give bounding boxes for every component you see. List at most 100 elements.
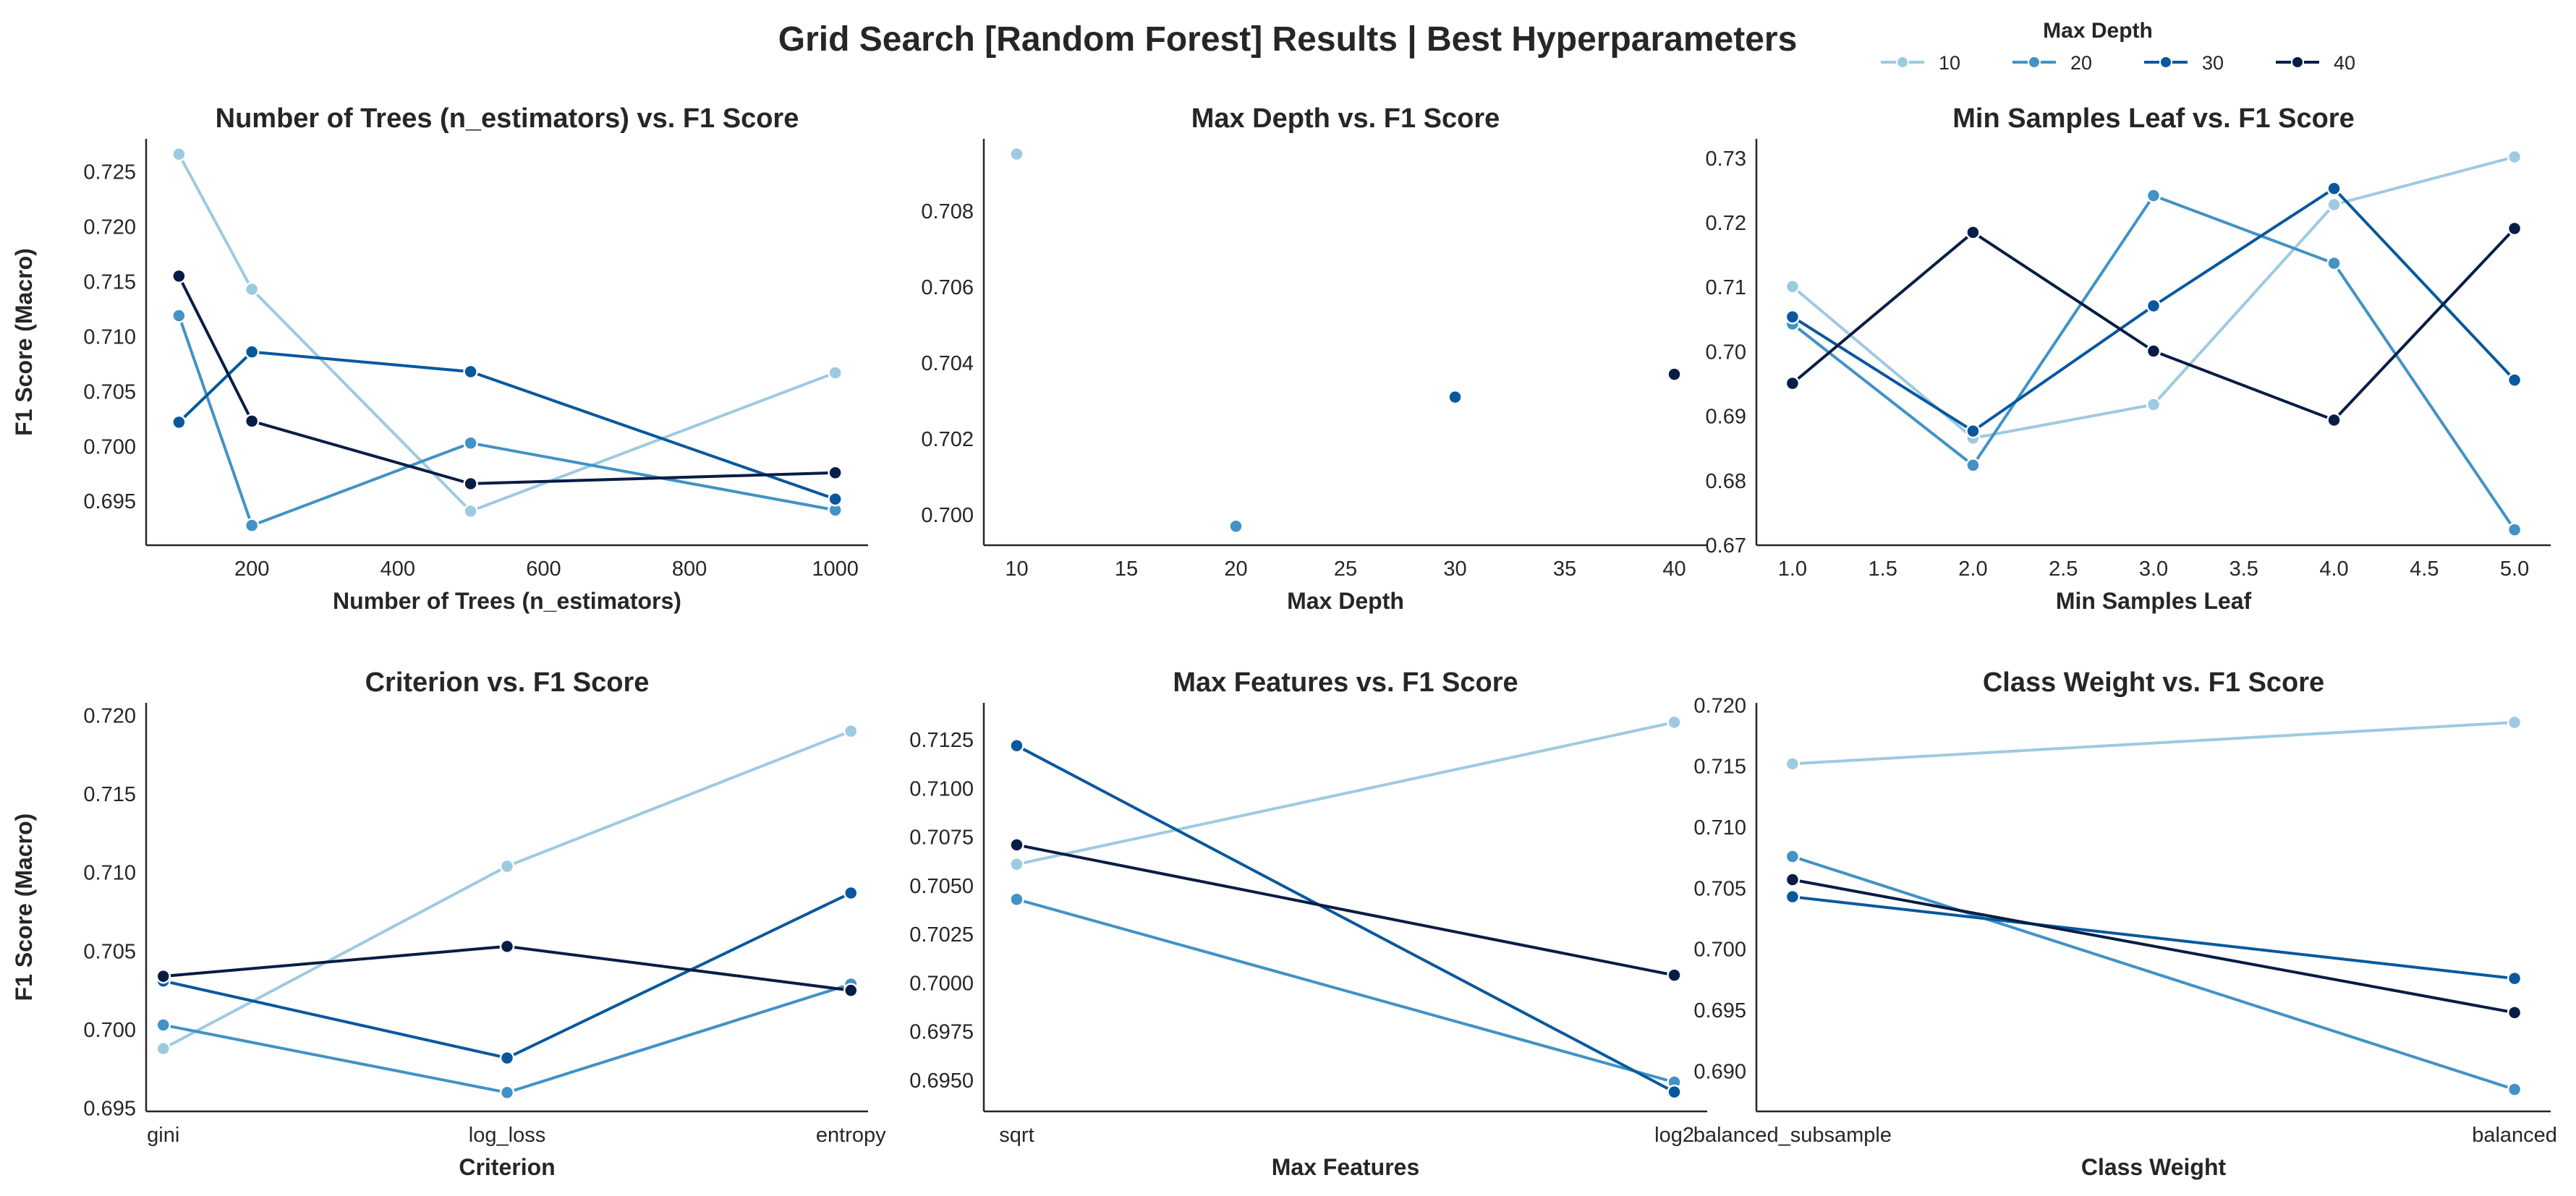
x-tick-label: balanced_subsample bbox=[1693, 1124, 1892, 1147]
data-point bbox=[2507, 149, 2522, 165]
data-point bbox=[828, 465, 843, 481]
series-line-10 bbox=[1016, 720, 1675, 866]
series-30 bbox=[1448, 389, 1463, 405]
y-tick-label: 0.705 bbox=[1693, 877, 1746, 900]
data-point bbox=[2326, 197, 2342, 213]
y-tick-label: 0.7050 bbox=[909, 875, 974, 898]
panel-title: Class Weight vs. F1 Score bbox=[1983, 667, 2324, 698]
y-tick-label: 0.695 bbox=[1693, 999, 1746, 1022]
y-tick-label: 0.720 bbox=[83, 216, 136, 239]
legend: Max Depth 10 20 30 40 bbox=[1881, 19, 2355, 74]
data-point bbox=[2146, 188, 2161, 203]
series-30 bbox=[1009, 738, 1682, 1100]
y-tick-label: 0.67 bbox=[1706, 534, 1746, 558]
series-40 bbox=[171, 268, 843, 492]
series-30 bbox=[1785, 889, 2522, 986]
data-point bbox=[1009, 146, 1024, 162]
x-tick-label: balanced bbox=[2472, 1124, 2557, 1147]
y-tick-label: 0.69 bbox=[1706, 406, 1746, 429]
data-point bbox=[499, 858, 515, 874]
data-point bbox=[1667, 714, 1682, 730]
series-20 bbox=[171, 308, 843, 533]
series-line-30 bbox=[1792, 895, 2515, 981]
x-tick-label: 600 bbox=[526, 558, 561, 581]
series-line-30 bbox=[163, 892, 852, 1060]
panel-title: Max Features vs. F1 Score bbox=[1173, 667, 1518, 698]
y-tick-label: 0.700 bbox=[83, 1019, 136, 1042]
y-tick-label: 0.704 bbox=[921, 352, 974, 375]
data-point bbox=[499, 939, 515, 954]
x-tick-label: 35 bbox=[1553, 558, 1576, 581]
series-30 bbox=[1785, 181, 2522, 439]
data-point bbox=[463, 476, 478, 492]
series-line-10 bbox=[1792, 721, 2515, 766]
y-tick-label: 0.71 bbox=[1706, 276, 1746, 299]
data-point bbox=[2507, 714, 2522, 730]
x-tick-label: entropy bbox=[816, 1124, 886, 1147]
data-point bbox=[2146, 343, 2161, 359]
series-40 bbox=[1785, 221, 2522, 428]
y-tick-label: 0.725 bbox=[83, 161, 136, 184]
y-tick-label: 0.6950 bbox=[909, 1069, 974, 1093]
data-point bbox=[1228, 518, 1244, 534]
data-point bbox=[244, 344, 260, 359]
data-point bbox=[1785, 872, 1801, 887]
y-tick-label: 0.700 bbox=[1693, 939, 1746, 962]
data-point bbox=[1785, 375, 1801, 391]
data-point bbox=[1785, 309, 1801, 325]
x-tick-label: 3.5 bbox=[2229, 558, 2258, 581]
legend-entry-30: 30 bbox=[2144, 52, 2224, 74]
data-point bbox=[1785, 849, 1801, 864]
panel-3: Min Samples Leaf vs. F1 Score 1.0 1.5 2.0 2.… bbox=[1706, 103, 2551, 614]
x-tick-label: 1000 bbox=[812, 558, 859, 581]
x-tick-label: sqrt bbox=[999, 1124, 1034, 1147]
y-tick-label: 0.710 bbox=[1693, 816, 1746, 840]
data-point bbox=[2507, 221, 2522, 236]
y-tick-label: 0.706 bbox=[921, 276, 974, 299]
data-point bbox=[244, 281, 260, 297]
data-point bbox=[1448, 389, 1463, 405]
data-point bbox=[463, 364, 478, 380]
data-point bbox=[2326, 412, 2342, 428]
x-tick-label: 400 bbox=[381, 558, 415, 581]
x-tick-label: log_loss bbox=[469, 1124, 545, 1147]
data-point bbox=[1965, 458, 1981, 473]
data-point bbox=[2507, 970, 2522, 986]
series-line-30 bbox=[178, 350, 836, 501]
x-tick-label: 1.0 bbox=[1778, 558, 1807, 581]
data-point bbox=[1009, 857, 1024, 872]
series-line-30 bbox=[1016, 744, 1675, 1093]
panel-title: Criterion vs. F1 Score bbox=[365, 667, 650, 698]
data-point bbox=[1009, 892, 1024, 907]
y-tick-label: 0.705 bbox=[83, 940, 136, 963]
series-line-20 bbox=[1791, 194, 2516, 531]
series-10 bbox=[171, 147, 843, 519]
x-tick-label: gini bbox=[147, 1124, 179, 1147]
y-tick-label: 0.72 bbox=[1706, 212, 1746, 235]
y-axis-label: F1 Score (Macro) bbox=[11, 813, 37, 1001]
panel-1: Number of Trees (n_estimators) vs. F1 Sc… bbox=[11, 103, 868, 614]
y-tick-label: 0.7075 bbox=[909, 826, 974, 850]
data-point bbox=[1785, 279, 1801, 294]
data-point bbox=[2507, 372, 2522, 388]
y-tick-label: 0.7125 bbox=[909, 729, 974, 752]
x-tick-label: 200 bbox=[234, 558, 269, 581]
data-point bbox=[2507, 1082, 2522, 1097]
panel-title: Min Samples Leaf vs. F1 Score bbox=[1952, 103, 2354, 134]
data-point bbox=[843, 885, 859, 901]
data-point bbox=[244, 414, 260, 429]
y-tick-label: 0.702 bbox=[921, 428, 974, 451]
series-line-10 bbox=[162, 730, 851, 1050]
x-tick-label: 5.0 bbox=[2500, 558, 2529, 581]
x-axis-label: Class Weight bbox=[2081, 1154, 2227, 1180]
data-point bbox=[1667, 367, 1682, 382]
series-line-20 bbox=[1792, 855, 2515, 1091]
legend-label: 20 bbox=[2070, 52, 2092, 74]
legend-entry-20: 20 bbox=[2012, 52, 2092, 74]
data-point bbox=[1009, 738, 1024, 753]
series-20 bbox=[1228, 518, 1244, 534]
x-tick-label: 30 bbox=[1443, 558, 1466, 581]
x-tick-label: 3.0 bbox=[2139, 558, 2168, 581]
series-line-40 bbox=[1792, 878, 2515, 1015]
legend-label: 40 bbox=[2334, 52, 2355, 74]
